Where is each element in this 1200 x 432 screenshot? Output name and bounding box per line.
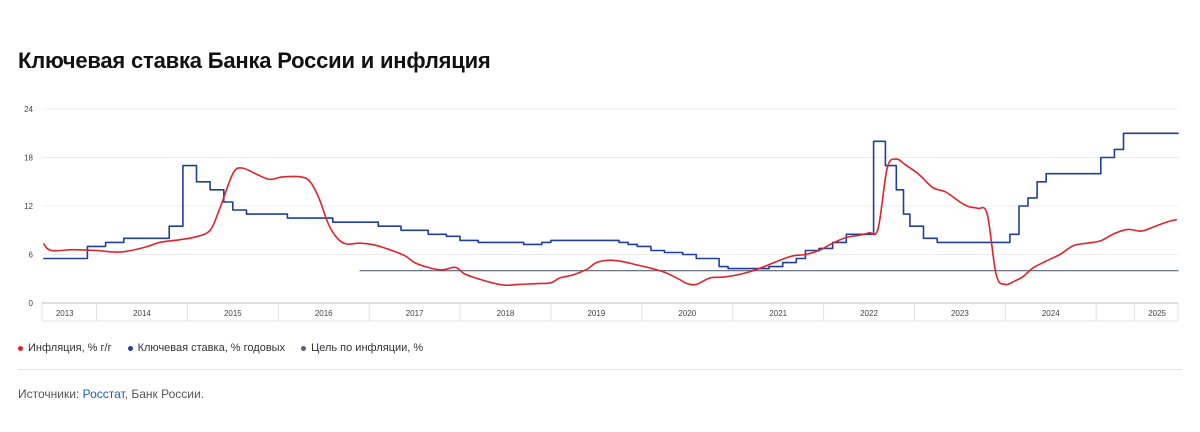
x-tick-label: 2017 xyxy=(406,309,424,318)
y-tick-label: 0 xyxy=(29,299,34,308)
x-tick-label: 2025 xyxy=(1148,309,1166,318)
sources-suffix: , Банк России. xyxy=(124,387,205,401)
legend-item-key-rate[interactable]: Ключевая ставка, % годовых xyxy=(127,342,286,354)
x-tick-label: 2021 xyxy=(769,309,787,318)
x-tick-label: 2014 xyxy=(133,309,151,318)
y-tick-label: 6 xyxy=(29,251,34,260)
x-tick-label: 2019 xyxy=(587,309,605,318)
chart-title: Ключевая ставка Банка России и инфляция xyxy=(18,48,491,73)
x-tick-label: 2024 xyxy=(1042,309,1060,318)
y-tick-label: 18 xyxy=(24,154,33,163)
legend-marker-inflation xyxy=(18,345,23,351)
source-link-rosstat[interactable]: Росстат xyxy=(82,387,125,401)
x-tick-label: 2023 xyxy=(951,309,969,318)
x-axis-ticks: 2013 2014 2015 2016 2017 2018 2019 2020 2021 2022… xyxy=(56,309,1167,318)
chart: 0 6 12 18 24 2013 2014 2015 2016 2017 2018 2019 202… xyxy=(24,105,1179,322)
sources-prefix: Источники: xyxy=(18,387,83,401)
legend-label-key-rate: Ключевая ставка, % годовых xyxy=(137,342,286,354)
y-tick-label: 24 xyxy=(24,105,33,114)
sources-note: Источники: Росстат, Банк России. xyxy=(18,387,204,401)
x-tick-label: 2015 xyxy=(224,309,242,318)
legend-item-target[interactable]: Цель по инфляции, % xyxy=(301,342,423,354)
x-tick-label: 2022 xyxy=(860,309,878,318)
divider xyxy=(18,369,1182,370)
series-line-inflation xyxy=(43,158,1177,287)
series-line-key-rate xyxy=(43,132,1179,270)
y-axis-ticks: 0 6 12 18 24 xyxy=(24,105,33,308)
x-tick-label: 2013 xyxy=(56,309,74,318)
series-layer xyxy=(43,132,1179,287)
grid-layer xyxy=(41,108,1179,322)
legend: Инфляция, % г/г Ключевая ставка, % годов… xyxy=(18,342,423,354)
legend-item-inflation[interactable]: Инфляция, % г/г xyxy=(18,342,112,354)
legend-marker-target xyxy=(301,345,307,351)
legend-label-inflation: Инфляция, % г/г xyxy=(28,342,112,354)
x-tick-label: 2018 xyxy=(497,309,515,318)
y-tick-label: 12 xyxy=(24,202,33,211)
legend-label-target: Цель по инфляции, % xyxy=(311,342,424,354)
x-tick-label: 2020 xyxy=(678,309,696,318)
legend-marker-key-rate xyxy=(127,345,133,351)
x-tick-label: 2016 xyxy=(315,309,333,318)
